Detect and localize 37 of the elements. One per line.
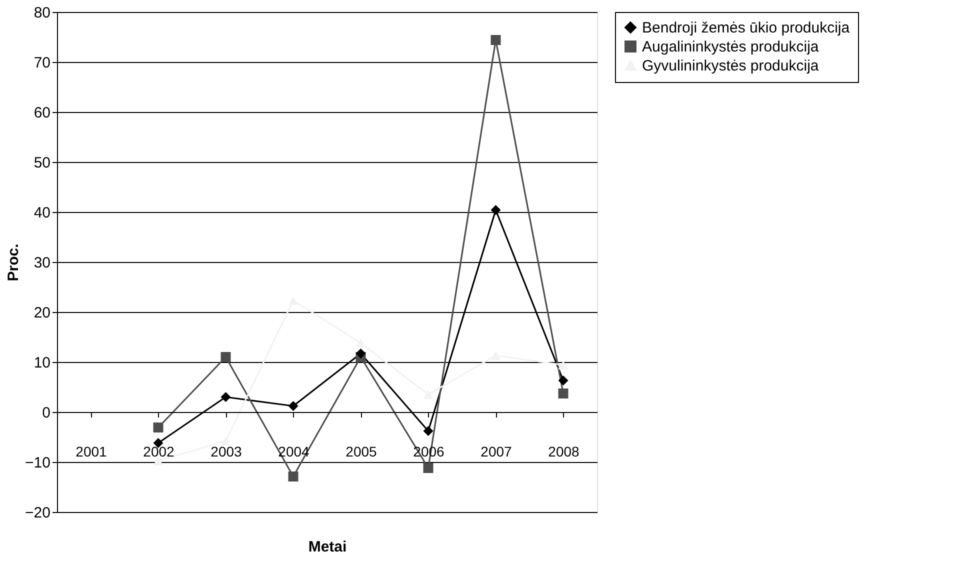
- y-tick-label: 10: [34, 354, 50, 372]
- x-tick-label: 2007: [480, 444, 512, 460]
- x-tick-label: 2008: [548, 444, 580, 460]
- y-tick-label: 0: [42, 404, 50, 422]
- x-tick-label: 2005: [346, 444, 378, 460]
- point: [558, 376, 568, 386]
- point: [423, 463, 434, 473]
- x-tick-label: 2002: [143, 444, 175, 460]
- y-axis-title: Proc.: [5, 244, 22, 282]
- y-tick-label: −10: [25, 454, 50, 472]
- point: [220, 392, 231, 402]
- x-tick-label: 2001: [76, 444, 108, 460]
- point: [558, 360, 568, 370]
- y-tick-label: −20: [25, 504, 50, 522]
- point: [153, 422, 164, 432]
- point: [558, 388, 568, 398]
- legend-label: Bendroji žemės ūkio produkcija: [642, 20, 850, 36]
- y-tick-label: 30: [34, 254, 50, 272]
- point: [356, 348, 366, 358]
- y-tick-label: 80: [34, 4, 50, 22]
- point: [288, 401, 298, 411]
- point: [490, 205, 501, 215]
- y-tick-label: 50: [34, 154, 50, 172]
- legend-label: Augalininkystės produkcija: [642, 38, 820, 56]
- y-tick-label: 70: [34, 54, 50, 72]
- y-tick-label: 20: [34, 304, 50, 322]
- point: [153, 456, 164, 466]
- point: [220, 352, 231, 362]
- point: [356, 338, 366, 348]
- point: [490, 35, 501, 45]
- legend-label: Gyvulininkystės produkcija: [642, 58, 820, 74]
- point: [288, 472, 298, 482]
- y-tick-label: 60: [34, 104, 50, 122]
- x-tick-label: 2003: [210, 444, 242, 460]
- y-tick-label: 40: [34, 204, 50, 222]
- x-axis-title: Metai: [308, 538, 347, 556]
- point: [423, 426, 434, 436]
